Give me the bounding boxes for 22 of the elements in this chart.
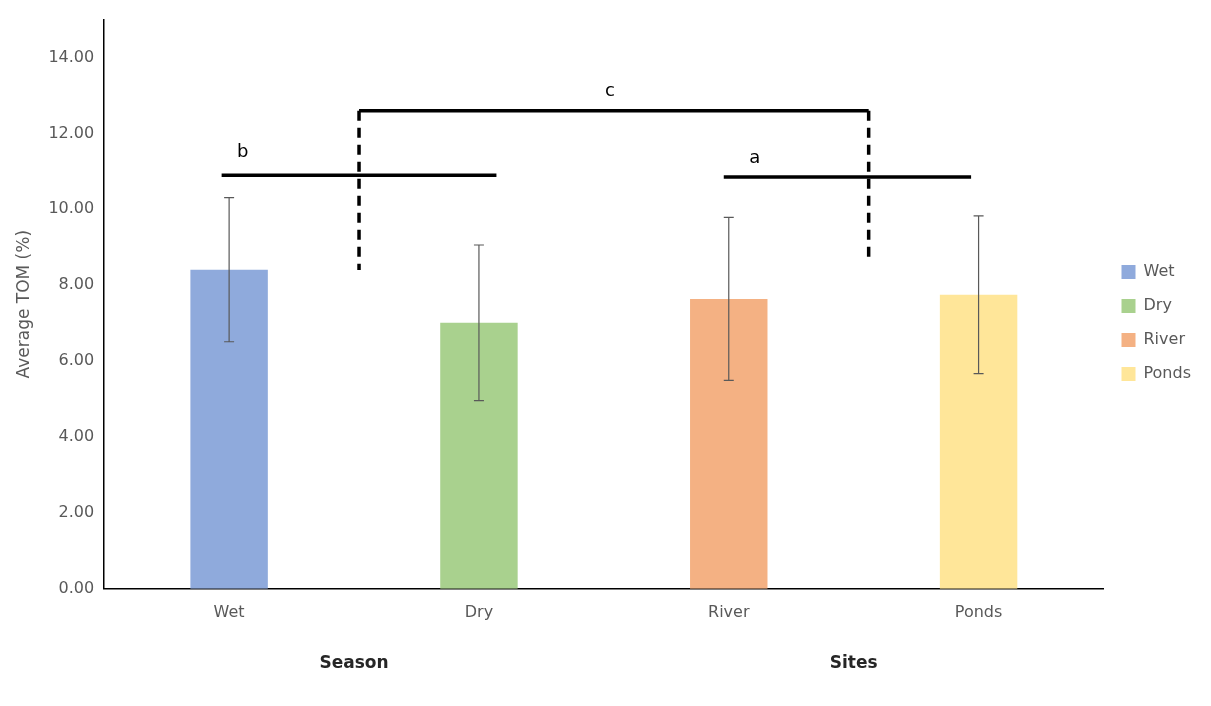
x-tick-label: Dry — [464, 601, 494, 621]
x-tick-label: Wet — [213, 601, 245, 621]
y-tick-label: 2.00 — [58, 502, 95, 522]
y-tick-label: 0.00 — [58, 577, 95, 597]
x-tick-label: Ponds — [954, 601, 1003, 621]
legend-label: Wet — [1143, 261, 1175, 281]
legend-label: Dry — [1143, 295, 1172, 315]
y-tick-label: 14.00 — [48, 46, 95, 66]
text: Season — [319, 652, 389, 673]
annotation: b — [236, 140, 249, 162]
y-tick-label: 4.00 — [58, 426, 95, 446]
y-axis-title: Average TOM (%) — [12, 229, 33, 379]
x-tick-label: River — [708, 601, 750, 621]
legend-label: River — [1143, 329, 1186, 349]
text: Sites — [829, 652, 878, 673]
annotation: c — [604, 79, 615, 101]
y-tick-label: 8.00 — [58, 274, 95, 294]
annotation: a — [749, 145, 761, 167]
y-tick-label: 12.00 — [48, 122, 95, 142]
y-tick-label: 6.00 — [58, 350, 95, 370]
y-tick-label: 10.00 — [48, 198, 95, 218]
legend-label: Ponds — [1143, 363, 1191, 383]
